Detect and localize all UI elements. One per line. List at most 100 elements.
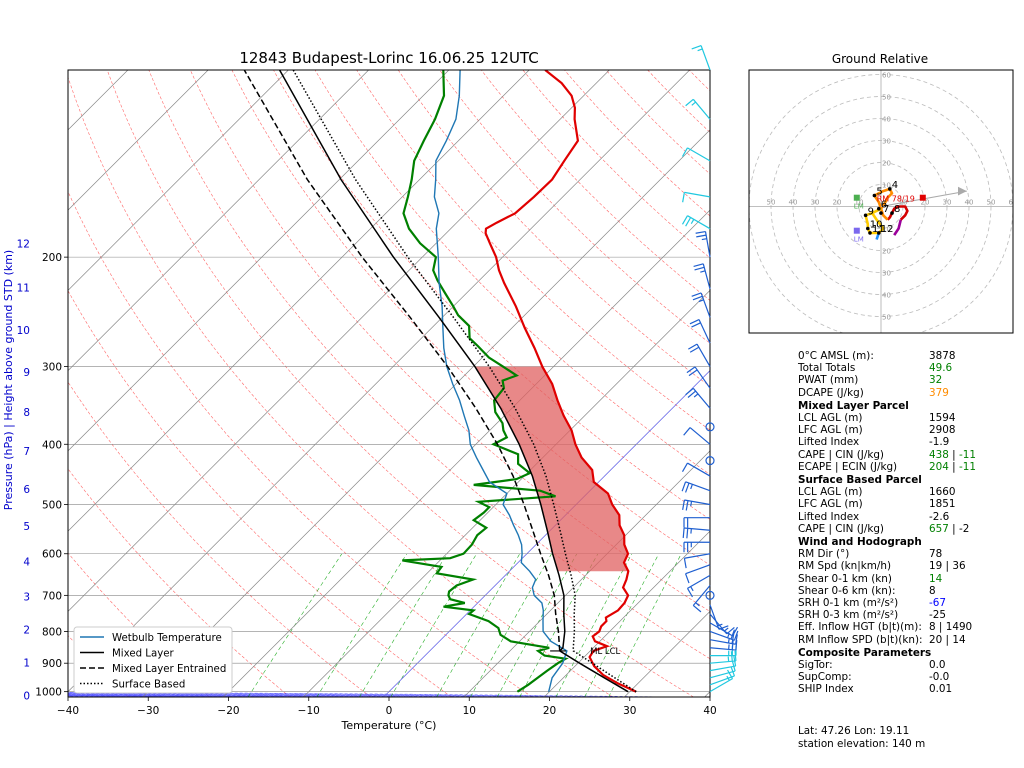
composite-heading: Composite Parameters bbox=[798, 646, 932, 659]
wind-barb-flag bbox=[691, 322, 701, 328]
lm-marker bbox=[853, 227, 860, 234]
dry-adiabat bbox=[190, 70, 710, 612]
rm-label: RM 78/19 bbox=[877, 195, 915, 204]
height-tick-label: 3 bbox=[23, 592, 30, 604]
wind-barb-flag bbox=[733, 630, 739, 641]
mixing-ratio-line bbox=[436, 553, 521, 697]
mixing-ratio-line bbox=[247, 553, 343, 697]
wind-barb-flag bbox=[731, 626, 739, 637]
wind-barb-staff bbox=[698, 319, 711, 344]
dry-adiabat bbox=[68, 76, 613, 697]
param-value: 78 bbox=[929, 548, 943, 561]
x-tick-label: 20 bbox=[543, 705, 556, 717]
wind-barb-flag bbox=[730, 651, 733, 662]
wind-barb-calm bbox=[705, 456, 715, 466]
wind-barb-flag bbox=[685, 217, 692, 227]
axis-tick-label: 30 bbox=[811, 199, 820, 207]
height-dot bbox=[877, 231, 881, 235]
series-mixed-layer bbox=[278, 70, 629, 693]
height-label: 4 bbox=[892, 180, 898, 191]
height-dot bbox=[877, 206, 881, 211]
dry-adiabat bbox=[68, 552, 210, 697]
sb-lfc: LFC AGL (m) 1851 bbox=[798, 498, 1018, 510]
ecape-value: 204 bbox=[929, 460, 949, 473]
param-label: Eff. Inflow HGT (b|t)(m): bbox=[798, 621, 922, 634]
p-tick-label: 700 bbox=[42, 590, 62, 602]
height-tick-label: 5 bbox=[23, 521, 30, 533]
wind-barb-staff bbox=[709, 670, 736, 679]
wind-heading: Wind and Hodograph bbox=[798, 536, 922, 549]
lm-marker bbox=[853, 194, 860, 201]
isotherm bbox=[303, 289, 710, 697]
param-label: CAPE | CIN (J/kg) bbox=[798, 522, 884, 535]
param-label: SigTor: bbox=[798, 659, 833, 672]
height-label: 12 bbox=[881, 224, 894, 235]
ring-label-up: 50 bbox=[882, 94, 891, 102]
wind-barb-staff bbox=[687, 574, 711, 589]
param-value: 1660 bbox=[929, 486, 956, 499]
wind-barb-staff bbox=[709, 665, 736, 672]
wind-barbs bbox=[681, 45, 739, 693]
isotherm bbox=[222, 209, 710, 697]
plot-area: ML LCL bbox=[68, 70, 740, 697]
wind-barb-staff bbox=[687, 462, 711, 477]
wind-barb-flag bbox=[691, 292, 702, 297]
height-label: 10 bbox=[870, 220, 883, 231]
wind-barb-staff bbox=[700, 292, 711, 318]
hodograph-title: Ground Relative bbox=[832, 52, 928, 66]
cape-area bbox=[474, 366, 629, 572]
legend-box bbox=[73, 626, 233, 694]
param-label: SRH 0-3 km (m²/s²) bbox=[798, 609, 899, 622]
ring-label-up: 10 bbox=[882, 182, 891, 190]
series-dewpoint bbox=[402, 70, 569, 693]
wind-barb-half bbox=[690, 484, 693, 490]
wind-barb-flag bbox=[686, 528, 689, 539]
wind-barb-half bbox=[701, 238, 707, 241]
hodograph-plot: 1010202030304040505060605040302010102030… bbox=[748, 69, 1018, 334]
wind-barb-staff bbox=[694, 366, 711, 389]
wind-barb-half bbox=[695, 602, 700, 607]
ring-label-down: 40 bbox=[882, 292, 891, 300]
wind-barb-half bbox=[693, 393, 699, 398]
axis-tick-label: 10 bbox=[855, 199, 864, 207]
series-temperature bbox=[484, 70, 637, 693]
param-value: 657 | -2 bbox=[929, 523, 969, 535]
param-label: CAPE | CIN (J/kg) bbox=[798, 448, 884, 461]
param-value: 49.6 bbox=[929, 362, 953, 375]
param-value: 1594 bbox=[929, 412, 956, 425]
mixing-ratio-line bbox=[608, 553, 682, 697]
wind-barb-staff bbox=[685, 564, 711, 575]
wind-barb-staff bbox=[709, 613, 728, 635]
isotherm bbox=[463, 450, 710, 697]
param-value: 438 | -11 bbox=[929, 449, 976, 461]
wind-barb-staff bbox=[700, 45, 711, 71]
hodograph-segment bbox=[864, 207, 885, 235]
param-label: LFC AGL (m) bbox=[798, 498, 863, 511]
p-tick-label: 900 bbox=[42, 658, 62, 670]
p-tick-label: 600 bbox=[42, 549, 62, 561]
height-dot bbox=[872, 193, 877, 198]
wind-barb-flag bbox=[688, 343, 698, 350]
wind-barb-flag bbox=[683, 558, 687, 569]
height-dot bbox=[879, 211, 883, 215]
wind-barb-staff bbox=[689, 427, 711, 445]
dry-adiabat bbox=[68, 190, 533, 697]
wind-barb-staff bbox=[709, 647, 736, 651]
dry-adiabat bbox=[731, 70, 740, 697]
wind-barb-flag bbox=[685, 500, 689, 511]
separator: | bbox=[952, 448, 956, 461]
wind-barb-half bbox=[691, 101, 697, 106]
param-label: Lifted Index bbox=[798, 436, 860, 449]
param-value: 204 | -11 bbox=[929, 461, 976, 473]
axes: −40 −30 −20 −10 0 10 20 30 401000900800700600500… bbox=[17, 69, 717, 717]
ring-label-up: 20 bbox=[882, 160, 891, 168]
param-label: LCL AGL (m) bbox=[798, 486, 863, 499]
param-dcape: DCAPE (J/kg) 379 bbox=[798, 387, 1018, 399]
param-value: 19 | 36 bbox=[929, 560, 966, 573]
wind-barb-flag bbox=[735, 634, 738, 645]
param-label: SRH 0-1 km (m²/s²) bbox=[798, 597, 899, 610]
height-label: 6 bbox=[881, 200, 887, 211]
legend: Wetbulb Temperature Mixed Layer Mixed Laye… bbox=[73, 626, 233, 694]
axis-tick-label: 60 bbox=[1009, 199, 1018, 207]
chart-title: 12843 Budapest-Lorinc 16.06.25 12UTC bbox=[239, 49, 538, 67]
